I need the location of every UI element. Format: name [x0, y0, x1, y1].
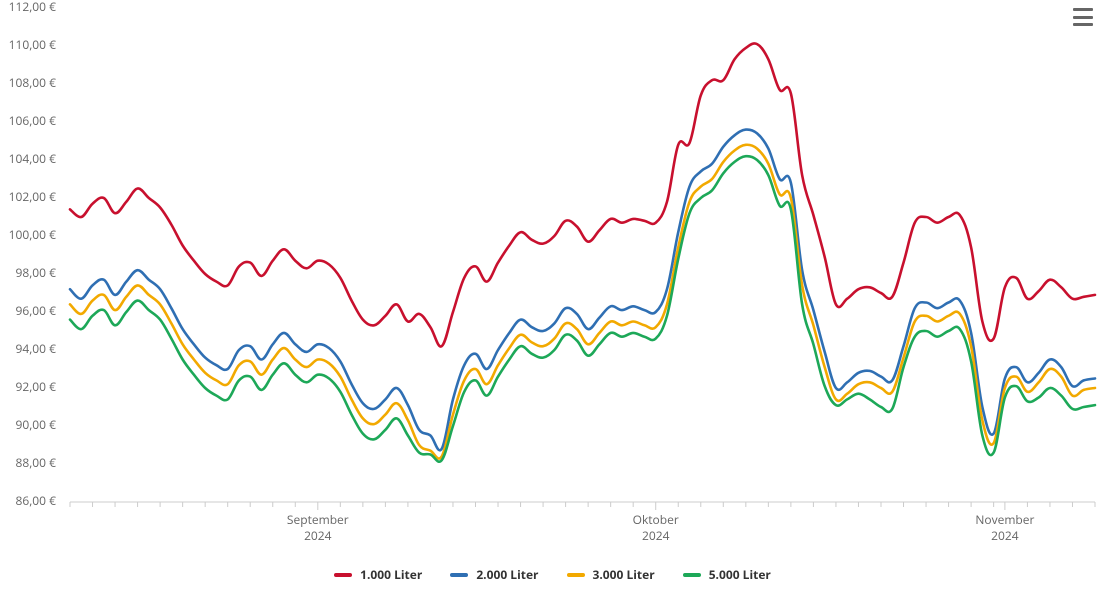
legend-swatch [567, 573, 585, 577]
svg-text:108,00 €: 108,00 € [9, 74, 57, 91]
svg-text:2024: 2024 [304, 527, 332, 544]
legend-label: 5.000 Liter [709, 566, 771, 583]
legend-swatch [683, 573, 701, 577]
legend-item[interactable]: 1.000 Liter [334, 566, 422, 583]
svg-text:2024: 2024 [642, 527, 670, 544]
svg-text:2024: 2024 [991, 527, 1019, 544]
svg-text:94,00 €: 94,00 € [15, 340, 56, 357]
svg-text:November: November [975, 511, 1034, 528]
legend-label: 3.000 Liter [593, 566, 655, 583]
svg-text:104,00 €: 104,00 € [9, 150, 57, 167]
legend-swatch [450, 573, 468, 577]
price-chart: 86,00 € 88,00 € 90,00 € 92,00 € 94,00 € 96,00… [0, 0, 1105, 602]
svg-text:88,00 €: 88,00 € [15, 454, 56, 471]
chart-menu-button[interactable] [1073, 8, 1093, 26]
legend-label: 2.000 Liter [476, 566, 538, 583]
legend-item[interactable]: 5.000 Liter [683, 566, 771, 583]
svg-text:102,00 €: 102,00 € [9, 188, 57, 205]
svg-text:86,00 €: 86,00 € [15, 492, 56, 509]
svg-text:Oktober: Oktober [633, 511, 679, 528]
svg-text:90,00 €: 90,00 € [15, 416, 56, 433]
svg-text:92,00 €: 92,00 € [15, 378, 56, 395]
svg-text:100,00 €: 100,00 € [9, 226, 57, 243]
legend: 1.000 Liter 2.000 Liter 3.000 Liter 5.000 L… [0, 560, 1105, 583]
legend-item[interactable]: 2.000 Liter [450, 566, 538, 583]
legend-swatch [334, 573, 352, 577]
svg-text:112,00 €: 112,00 € [9, 0, 57, 15]
svg-text:110,00 €: 110,00 € [9, 36, 57, 53]
svg-text:106,00 €: 106,00 € [9, 112, 57, 129]
chart-canvas: 86,00 € 88,00 € 90,00 € 92,00 € 94,00 € 96,00… [0, 0, 1105, 560]
legend-label: 1.000 Liter [360, 566, 422, 583]
svg-text:September: September [287, 511, 349, 528]
svg-text:98,00 €: 98,00 € [15, 264, 56, 281]
svg-text:96,00 €: 96,00 € [15, 302, 56, 319]
legend-item[interactable]: 3.000 Liter [567, 566, 655, 583]
